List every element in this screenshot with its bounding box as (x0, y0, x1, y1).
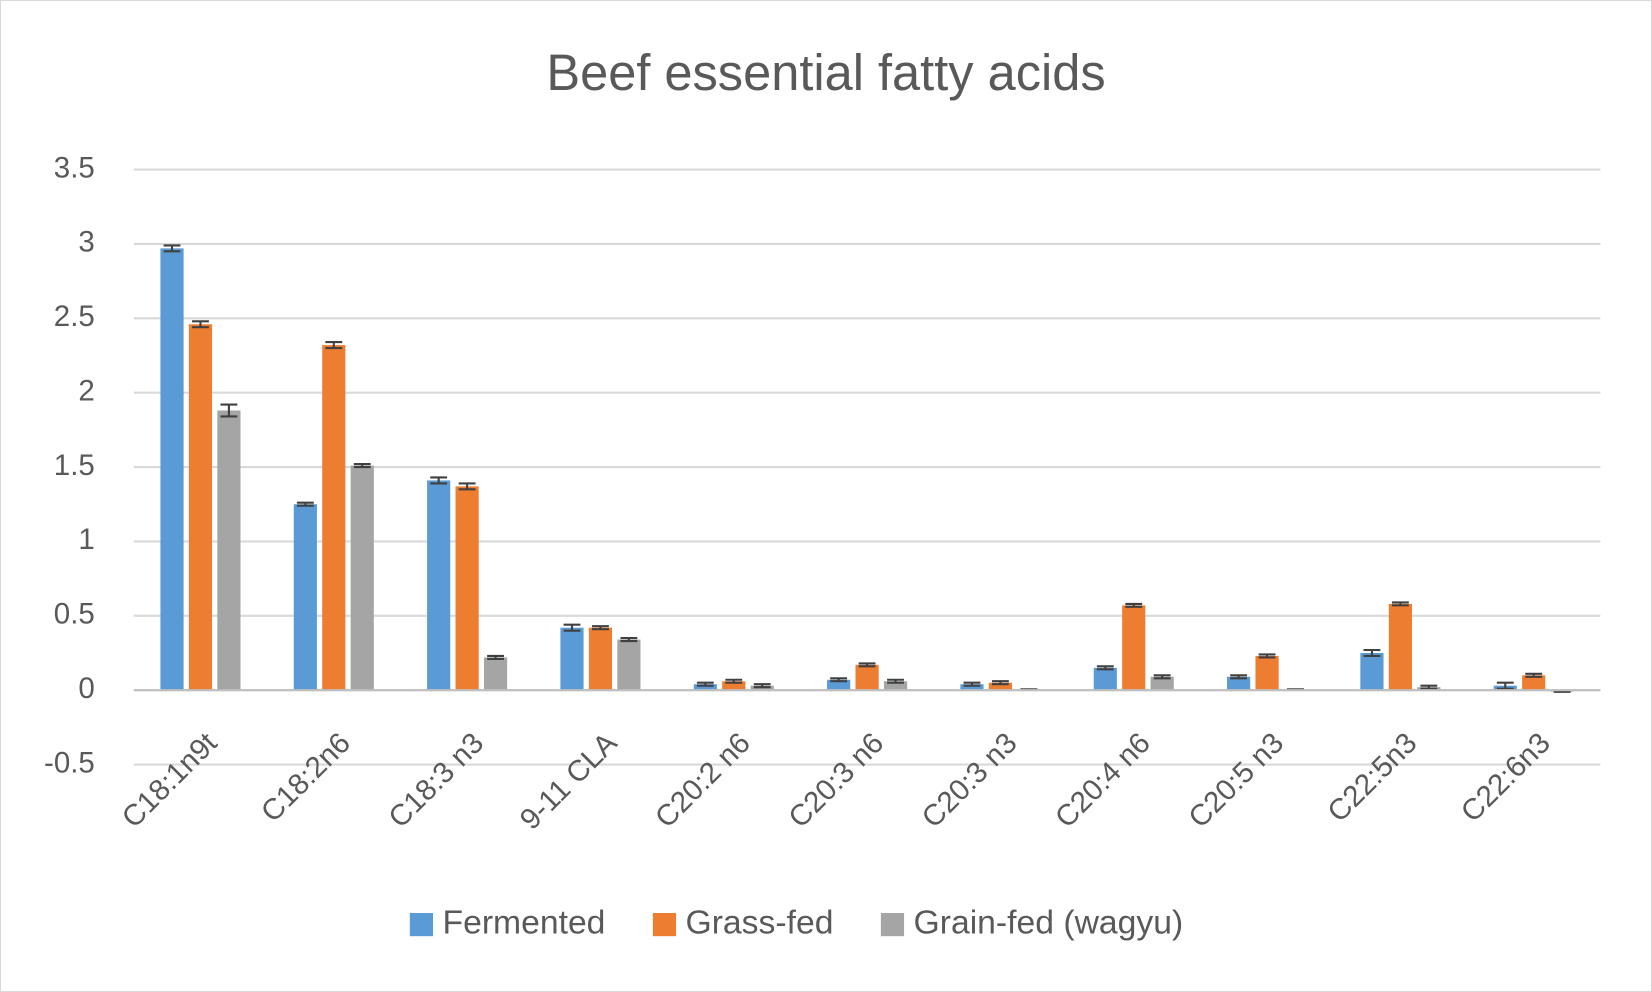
bar (855, 664, 879, 691)
bar (483, 657, 508, 691)
bar (160, 248, 184, 691)
bar (617, 639, 641, 691)
y-tick-label: 3.5 (54, 151, 95, 184)
error-bar (696, 681, 714, 687)
bar (1360, 652, 1384, 691)
bar (350, 465, 374, 691)
error-bar (220, 403, 238, 418)
legend-label: Grass-fed (686, 904, 834, 942)
error-bar (963, 681, 981, 687)
error-bar (1230, 674, 1248, 680)
error-bar (353, 463, 371, 469)
bar (1122, 605, 1146, 691)
y-tick-label: 3 (78, 226, 94, 259)
bar (1227, 676, 1251, 691)
bar (827, 679, 851, 691)
y-tick-label: 2 (78, 374, 94, 407)
bar (217, 410, 241, 691)
legend-swatch (409, 913, 434, 937)
error-bar (430, 476, 448, 485)
bar (322, 345, 346, 691)
error-bar (163, 244, 181, 253)
error-bar (1125, 602, 1143, 608)
y-tick-label: 0 (78, 672, 94, 705)
bar (1388, 603, 1412, 691)
legend-label: Fermented (443, 904, 606, 942)
bar (883, 681, 908, 691)
error-bar (487, 654, 504, 660)
y-tick-label: -0.5 (44, 746, 95, 779)
error-bar (1363, 648, 1381, 658)
error-bar (1496, 681, 1514, 690)
error-bar (753, 683, 771, 689)
legend-swatch (880, 913, 905, 937)
error-bar (858, 662, 876, 668)
bar (988, 682, 1013, 691)
bar (960, 684, 984, 691)
error-bar (1420, 684, 1438, 690)
error-bar (725, 678, 743, 684)
error-bar (325, 341, 343, 350)
bar (1093, 667, 1117, 691)
error-bar (991, 680, 1009, 686)
error-bar (592, 625, 609, 631)
y-tick-label: 2.5 (54, 300, 95, 333)
legend-swatch (652, 913, 677, 937)
y-tick-label: 1 (78, 523, 94, 556)
bar (1255, 655, 1279, 691)
error-bar (1525, 672, 1543, 678)
error-bar (1391, 601, 1409, 607)
error-bar (1258, 653, 1276, 659)
error-bar (296, 501, 314, 507)
bar (560, 627, 584, 691)
bar (427, 480, 451, 691)
error-bar (620, 637, 638, 643)
error-bar (192, 320, 209, 329)
error-bar (887, 678, 904, 684)
bar (1522, 675, 1546, 691)
error-bar (830, 677, 848, 683)
bar (693, 684, 717, 691)
bar (188, 324, 213, 691)
error-bar (1153, 674, 1171, 680)
bar (1150, 676, 1174, 691)
bar (455, 486, 479, 691)
error-bar (1096, 665, 1114, 671)
bar (588, 627, 613, 691)
error-bar (563, 623, 581, 632)
bar (722, 681, 746, 691)
legend-label: Grain-fed (wagyu) (914, 904, 1184, 942)
bar (293, 504, 317, 691)
y-tick-label: 0.5 (54, 598, 95, 631)
chart-title: Beef essential fatty acids (546, 44, 1105, 101)
y-tick-label: 1.5 (54, 449, 95, 482)
error-bar (458, 482, 476, 491)
